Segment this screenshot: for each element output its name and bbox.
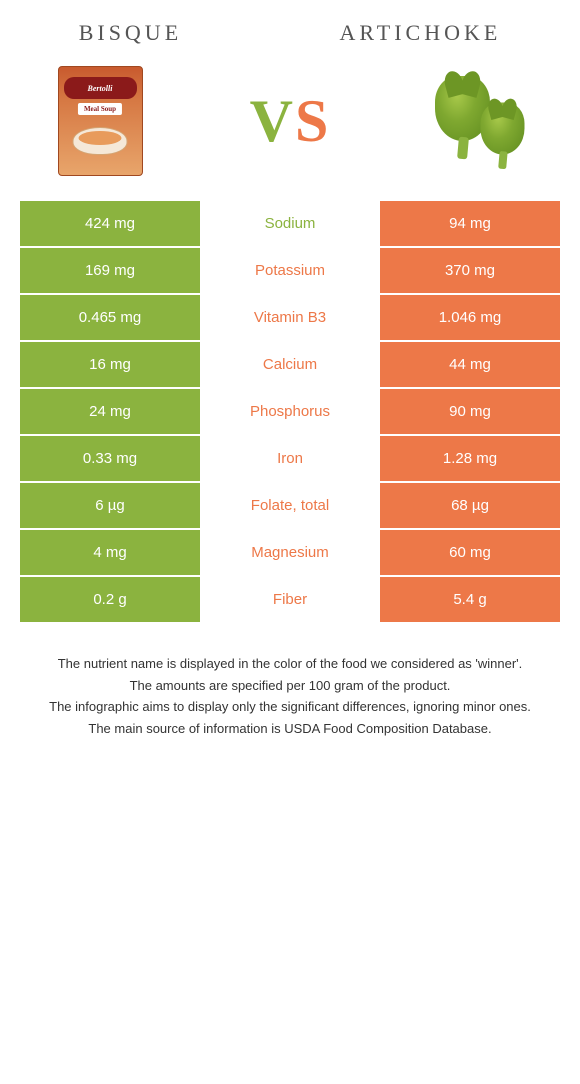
bisque-brand: Bertolli [64, 77, 137, 99]
left-food-title: BISQUE [79, 20, 182, 46]
right-value: 94 mg [380, 201, 560, 246]
right-value: 5.4 g [380, 577, 560, 622]
header-row: BISQUE ARTICHOKE [0, 0, 580, 61]
left-value: 6 µg [20, 483, 200, 528]
left-value: 0.465 mg [20, 295, 200, 340]
nutrient-row: 16 mgCalcium44 mg [20, 342, 560, 387]
nutrient-name: Potassium [200, 248, 380, 293]
bisque-box-icon: Bertolli Meal Soup [58, 66, 143, 176]
left-value: 24 mg [20, 389, 200, 434]
images-row: Bertolli Meal Soup VS [0, 61, 580, 201]
nutrient-table: 424 mgSodium94 mg169 mgPotassium370 mg0.… [20, 201, 560, 622]
right-value: 1.28 mg [380, 436, 560, 481]
nutrient-name: Magnesium [200, 530, 380, 575]
vs-s: S [295, 88, 330, 154]
right-value: 1.046 mg [380, 295, 560, 340]
nutrient-name: Calcium [200, 342, 380, 387]
footnote-line: The nutrient name is displayed in the co… [20, 654, 560, 674]
left-value: 0.2 g [20, 577, 200, 622]
nutrient-name: Phosphorus [200, 389, 380, 434]
bisque-soup-icon [79, 131, 122, 145]
nutrient-row: 0.33 mgIron1.28 mg [20, 436, 560, 481]
footnote-line: The main source of information is USDA F… [20, 719, 560, 739]
bisque-image: Bertolli Meal Soup [40, 61, 160, 181]
nutrient-row: 0.2 gFiber5.4 g [20, 577, 560, 622]
bisque-bowl-icon [73, 127, 128, 155]
left-value: 4 mg [20, 530, 200, 575]
right-food-title: ARTICHOKE [340, 20, 502, 46]
footnotes: The nutrient name is displayed in the co… [0, 624, 580, 760]
vs-label: VS [250, 87, 331, 156]
right-value: 68 µg [380, 483, 560, 528]
nutrient-name: Fiber [200, 577, 380, 622]
nutrient-name: Folate, total [200, 483, 380, 528]
left-value: 0.33 mg [20, 436, 200, 481]
bisque-sublabel: Meal Soup [78, 103, 122, 115]
nutrient-name: Vitamin B3 [200, 295, 380, 340]
nutrient-name: Sodium [200, 201, 380, 246]
nutrient-row: 6 µgFolate, total68 µg [20, 483, 560, 528]
nutrient-row: 24 mgPhosphorus90 mg [20, 389, 560, 434]
right-value: 370 mg [380, 248, 560, 293]
footnote-line: The infographic aims to display only the… [20, 697, 560, 717]
nutrient-row: 169 mgPotassium370 mg [20, 248, 560, 293]
right-value: 60 mg [380, 530, 560, 575]
right-value: 90 mg [380, 389, 560, 434]
infographic-container: BISQUE ARTICHOKE Bertolli Meal Soup VS 4… [0, 0, 580, 760]
right-value: 44 mg [380, 342, 560, 387]
artichoke-image [420, 61, 540, 181]
nutrient-row: 424 mgSodium94 mg [20, 201, 560, 246]
footnote-line: The amounts are specified per 100 gram o… [20, 676, 560, 696]
left-value: 169 mg [20, 248, 200, 293]
nutrient-name: Iron [200, 436, 380, 481]
artichoke-icon [420, 71, 540, 171]
left-value: 16 mg [20, 342, 200, 387]
left-value: 424 mg [20, 201, 200, 246]
nutrient-row: 0.465 mgVitamin B31.046 mg [20, 295, 560, 340]
nutrient-row: 4 mgMagnesium60 mg [20, 530, 560, 575]
vs-v: V [250, 88, 295, 154]
